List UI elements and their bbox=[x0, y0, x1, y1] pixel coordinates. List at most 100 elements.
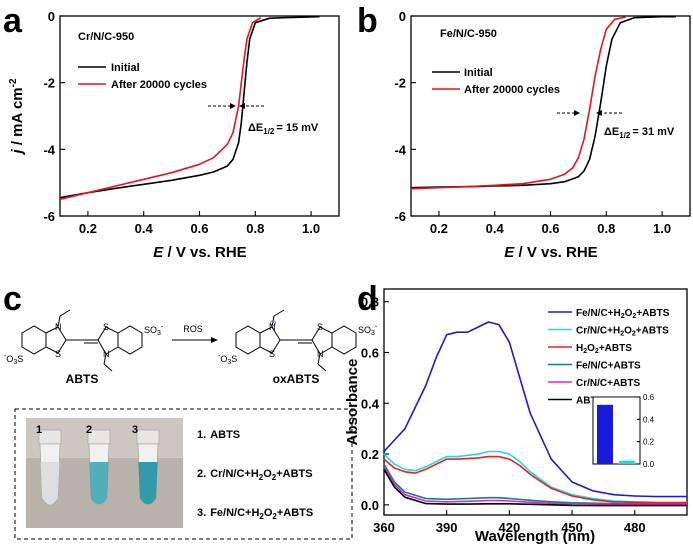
legend-d-label-2: H2O2+ABTS bbox=[576, 343, 632, 355]
abts-molecule: N S S N -O3S SO3- bbox=[4, 309, 164, 372]
panel-b-legend: Initial After 20000 cycles bbox=[432, 67, 560, 96]
svg-text:N: N bbox=[269, 322, 276, 332]
legend-a-initial-label: Initial bbox=[111, 62, 140, 74]
panel-a-xtick-label: 0.2 bbox=[79, 221, 97, 236]
panel-b-series-1-line bbox=[410, 16, 626, 190]
svg-text:S: S bbox=[269, 349, 275, 359]
panel-d-inset: 0.6 0.4 0.2 0.0 bbox=[592, 393, 655, 469]
panel-letter-b: b bbox=[357, 2, 378, 40]
panel-d-ytick-label: 0.0 bbox=[361, 498, 379, 513]
vial-solution-2 bbox=[89, 462, 109, 505]
vials-photo: 1 2 3 bbox=[26, 418, 183, 528]
panel-d-xtick-label: 390 bbox=[436, 520, 458, 535]
panel-a-xtick-label: 0.8 bbox=[246, 221, 264, 236]
panel-d-series-0-line bbox=[383, 321, 687, 498]
svg-text:SO3-: SO3- bbox=[144, 324, 164, 337]
panel-b-ytick-label: -4 bbox=[394, 142, 406, 157]
panel-d-series-4-line bbox=[383, 466, 687, 506]
panel-c-scheme: N S S N -O3S SO3- ABTS ROS N S S bbox=[4, 309, 378, 540]
inset-ytick-label: 0.4 bbox=[643, 415, 655, 424]
panel-a-series-0-line bbox=[59, 15, 320, 199]
svg-text:N: N bbox=[103, 349, 110, 359]
legend-d-label-4: Cr/N/C+ABTS bbox=[576, 378, 641, 389]
scheme-dashed-box bbox=[14, 408, 353, 540]
panel-a-series-1-line bbox=[59, 17, 262, 201]
svg-text:N: N bbox=[55, 322, 62, 332]
panel-a-sample-label: Cr/N/C-950 bbox=[78, 31, 134, 43]
reaction-arrow-label: ROS bbox=[183, 324, 203, 334]
panel-b-ytick-label: -2 bbox=[394, 76, 406, 91]
panel-b-frame bbox=[410, 15, 691, 217]
panel-d-series-3-line bbox=[383, 463, 687, 505]
panel-letter-a: a bbox=[3, 2, 23, 40]
panel-a-legend: Initial After 20000 cycles bbox=[78, 62, 207, 91]
panel-b-delta-annotation: ΔE1/2 = 31 mV bbox=[557, 110, 675, 140]
svg-text:N: N bbox=[317, 349, 324, 359]
panel-d-ytick-label: 0.2 bbox=[361, 447, 379, 462]
panel-a-ytick-label: -2 bbox=[43, 76, 55, 91]
vial-number-1: 1 bbox=[36, 424, 42, 436]
svg-text:S: S bbox=[317, 322, 323, 332]
panel-d-xtick-label: 420 bbox=[499, 520, 521, 535]
legend-d-label-0: Fe/N/C+H2O2+ABTS bbox=[576, 308, 670, 320]
vials-legend: 1. ABTS 2. Cr/N/C+H2O2+ABTS 3. Fe/N/C+H2O2+… bbox=[197, 429, 313, 521]
panel-d-ytick-label: 0.6 bbox=[361, 345, 379, 360]
panel-a-xtick-label: 0.4 bbox=[135, 221, 154, 236]
panel-b-xtick-label: 1.0 bbox=[653, 221, 671, 236]
inset-bar-1 bbox=[619, 460, 635, 464]
panel-a-ylabel: j / mA cm-2 bbox=[8, 78, 26, 155]
vial-number-3: 3 bbox=[132, 424, 138, 436]
panel-a-xtick-label: 1.0 bbox=[302, 221, 320, 236]
legend-b-cycled-label: After 20000 cycles bbox=[464, 84, 560, 96]
inset-ytick-label: 0.6 bbox=[643, 393, 655, 402]
vial-cap-3 bbox=[136, 429, 160, 445]
panel-a-ytick-label: -4 bbox=[43, 142, 55, 157]
panel-b-xlabel: E / V vs. RHE bbox=[504, 244, 597, 261]
panel-b-xtick-label: 0.8 bbox=[597, 221, 615, 236]
oxabts-molecule: N S S N -O3S SO3- bbox=[218, 309, 378, 372]
panel-letter-c: c bbox=[3, 280, 22, 318]
panel-d-xtick-label: 450 bbox=[561, 520, 583, 535]
delta-a-text: ΔE1/2 = 15 mV bbox=[248, 122, 319, 136]
delta-b-text: ΔE1/2 = 31 mV bbox=[604, 126, 675, 140]
vial-number-2: 2 bbox=[86, 424, 92, 436]
panel-d-xtick-label: 360 bbox=[373, 520, 395, 535]
oxabts-label: oxABTS bbox=[273, 372, 320, 386]
legend-d-label-3: Fe/N/C+ABTS bbox=[576, 361, 641, 372]
panel-d-series-2-line bbox=[383, 455, 687, 504]
panel-a-xlabel: E / V vs. RHE bbox=[153, 244, 246, 261]
svg-text:S: S bbox=[103, 322, 109, 332]
svg-text:SO3-: SO3- bbox=[358, 324, 378, 337]
vials-legend-item-3: 3. Fe/N/C+H2O2+ABTS bbox=[197, 507, 313, 521]
panel-d-xlabel: Wavelength (nm) bbox=[475, 528, 595, 545]
svg-text:-O3S: -O3S bbox=[218, 353, 237, 366]
legend-d-label-1: Cr/N/C+H2O2+ABTS bbox=[576, 326, 669, 338]
panel-d-xtick-label: 480 bbox=[624, 520, 646, 535]
radical-dot bbox=[270, 320, 276, 326]
panel-d-ylabel: Absorbance bbox=[344, 359, 361, 446]
vial-cap-1 bbox=[38, 429, 62, 445]
inset-ytick-label: 0.0 bbox=[643, 460, 655, 469]
panel-a-chart: 0.2 0.4 0.6 0.8 1.0 0 -2 -4 -6 Cr/N/C-950 Initia… bbox=[8, 9, 340, 261]
vial-solution-1 bbox=[40, 462, 60, 505]
vials-legend-item-1: 1. ABTS bbox=[197, 429, 240, 441]
panel-a-ytick-label: -6 bbox=[43, 209, 55, 224]
legend-a-cycled-label: After 20000 cycles bbox=[111, 79, 207, 91]
panel-d-chart: 360 390 420 450 480 0.0 0.2 0.4 0.6 0.8 Fe/N/C+H2… bbox=[344, 288, 688, 545]
panel-b-ytick-label: -6 bbox=[394, 209, 406, 224]
panel-a-xtick-label: 0.6 bbox=[190, 221, 208, 236]
panel-a-frame bbox=[59, 15, 340, 217]
panel-d-legend: Fe/N/C+H2O2+ABTS Cr/N/C+H2O2+ABTS H2O2+ABT… bbox=[548, 308, 670, 407]
panel-b-ytick-label: 0 bbox=[399, 9, 406, 24]
abts-label: ABTS bbox=[66, 372, 99, 386]
panel-a-delta-annotation: ΔE1/2 = 15 mV bbox=[208, 103, 319, 136]
panel-d-ytick-label: 0.4 bbox=[361, 396, 380, 411]
panel-a-ytick-label: 0 bbox=[48, 9, 55, 24]
vials-legend-item-2: 2. Cr/N/C+H2O2+ABTS bbox=[197, 468, 313, 482]
panel-b-sample-label: Fe/N/C-950 bbox=[440, 28, 497, 40]
inset-bar-0 bbox=[597, 404, 613, 464]
panel-d-series-5-line bbox=[383, 468, 687, 507]
panel-b-chart: 0.2 0.4 0.6 0.8 1.0 0 -2 -4 -6 Fe/N/C-950 Initia… bbox=[394, 9, 691, 261]
panel-b-xtick-label: 0.6 bbox=[541, 221, 559, 236]
